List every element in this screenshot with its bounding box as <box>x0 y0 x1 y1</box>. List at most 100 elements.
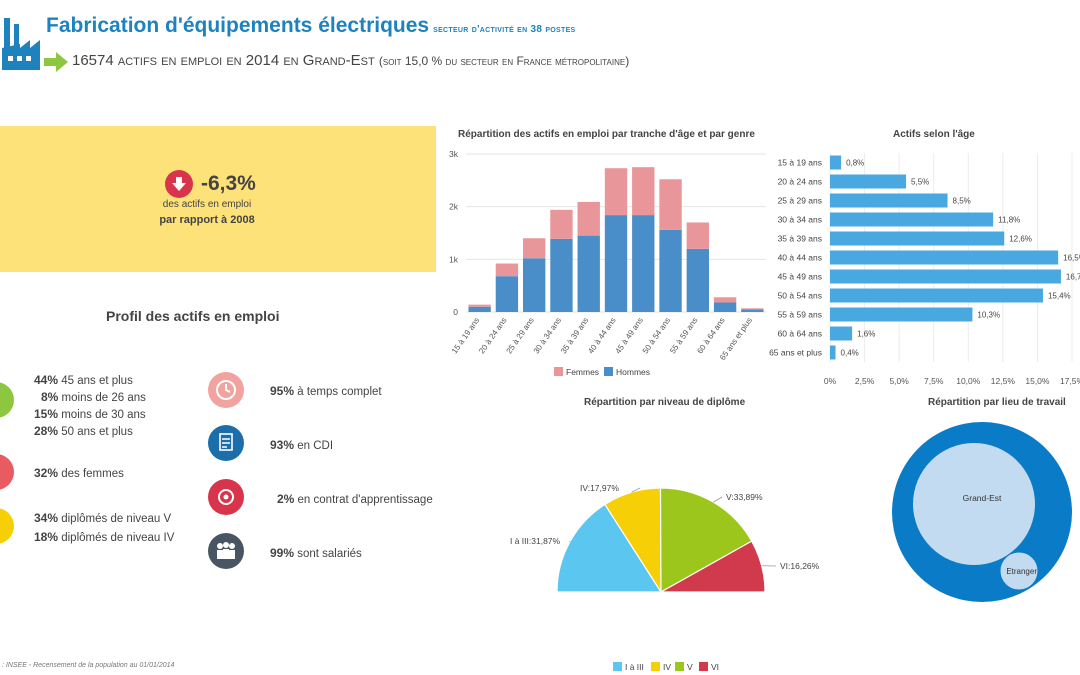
bar-age[interactable] <box>830 193 948 208</box>
bubble-label: Etranger <box>1006 567 1037 576</box>
bar-femmes[interactable] <box>604 168 628 216</box>
pie-slice[interactable] <box>658 540 766 593</box>
y-tick-label: 30 à 34 ans <box>778 215 822 225</box>
pie-label: VI:16,26% <box>780 561 820 571</box>
legend-swatch-femmes <box>554 367 563 376</box>
data-label: 15,4% <box>1048 292 1071 301</box>
bar-hommes[interactable] <box>495 276 519 312</box>
data-label: 0,8% <box>846 159 864 168</box>
y-tick-label: 15 à 19 ans <box>778 158 822 168</box>
bubble-label: Grand-Est <box>963 493 1002 503</box>
data-label: 10,3% <box>977 311 1000 320</box>
bar-hommes[interactable] <box>523 258 546 312</box>
y-tick-label: 60 à 64 ans <box>778 329 822 339</box>
x-tick-label: 0% <box>824 376 837 385</box>
bar-femmes[interactable] <box>577 201 600 236</box>
age-icon <box>0 382 14 418</box>
subtitle: 16574 actifs en emploi en 2014 en Grand-… <box>72 52 630 69</box>
chart-age-title: Actifs selon l'âge <box>893 129 975 140</box>
bar-femmes[interactable] <box>632 167 655 216</box>
data-label: 11,8% <box>998 216 1020 225</box>
y-tick-label: 25 à 29 ans <box>778 196 822 206</box>
bar-hommes[interactable] <box>632 215 655 312</box>
legend-swatch <box>651 662 660 671</box>
bar-femmes[interactable] <box>550 209 573 239</box>
y-tick-label: 55 à 59 ans <box>778 310 822 320</box>
legend-label-femmes: Femmes <box>566 367 599 377</box>
x-tick-label: 17,5% <box>1060 376 1080 385</box>
bar-hommes[interactable] <box>741 309 764 312</box>
diploma-icon <box>0 508 14 544</box>
chart-age: 0% 2,5% 5,0% 7,5% 10,0% 12,5% 15,0% 17,5% 15 à 1… <box>769 153 1080 385</box>
source-note: : INSEE - Recensement de la population a… <box>2 662 175 669</box>
legend-swatch <box>613 662 622 671</box>
bar-femmes[interactable] <box>713 297 737 303</box>
data-label: 1,6% <box>857 330 875 339</box>
y-tick-label: 45 à 49 ans <box>778 272 822 282</box>
clock-icon <box>208 372 244 408</box>
legend-swatch-hommes <box>604 367 613 376</box>
chart-diploma-title: Répartition par niveau de diplôme <box>584 397 746 408</box>
age-stat: 8% moins de 26 ans <box>41 390 146 404</box>
bar-age[interactable] <box>830 212 994 227</box>
bar-hommes[interactable] <box>604 215 628 312</box>
work-stat: 2% en contrat d'apprentissage <box>277 492 433 506</box>
bar-femmes[interactable] <box>495 263 519 277</box>
bubble-etranger[interactable] <box>999 551 1039 591</box>
age-stat: 15% moins de 30 ans <box>34 407 146 421</box>
label-connector <box>713 496 723 503</box>
bar-age[interactable] <box>830 345 836 360</box>
bar-age[interactable] <box>830 326 853 341</box>
legend-swatch <box>675 662 684 671</box>
legend-label: IV <box>663 662 671 672</box>
diploma-stat: 34% diplômés de niveau V <box>34 511 172 525</box>
bar-age[interactable] <box>830 174 907 189</box>
bar-age[interactable] <box>830 231 1005 246</box>
y-tick-label: 20 à 24 ans <box>778 177 822 187</box>
bar-hommes[interactable] <box>550 238 573 312</box>
bubble-grand-est[interactable] <box>913 443 1035 565</box>
x-tick-label: 12,5% <box>991 376 1016 385</box>
pie-slice[interactable] <box>556 503 663 593</box>
bar-hommes[interactable] <box>686 248 709 312</box>
bar-age[interactable] <box>830 288 1043 303</box>
chart-diploma: I à III:31,87% IV:17,97% V:33,89% VI:16,26%… <box>510 483 820 672</box>
bar-femmes[interactable] <box>659 179 682 230</box>
x-tick-label: 15,0% <box>1025 376 1050 385</box>
x-tick-label: 5,0% <box>889 376 909 385</box>
bar-femmes[interactable] <box>686 222 709 249</box>
bar-hommes[interactable] <box>577 235 600 312</box>
age-stat: 28% 50 ans et plus <box>34 424 133 438</box>
bar-hommes[interactable] <box>713 302 737 312</box>
bar-femmes[interactable] <box>523 238 546 259</box>
data-label: 5,5% <box>911 178 929 187</box>
chart-workplace-title: Répartition par lieu de travail <box>928 397 1066 408</box>
y-tick-label: 35 à 39 ans <box>778 234 822 244</box>
chart-age-gender-title: Répartition des actifs en emploi par tra… <box>458 129 755 140</box>
diploma-stat: 18% diplômés de niveau IV <box>34 530 175 544</box>
page-title: Fabrication d'équipements électriques sec… <box>46 14 576 37</box>
legend-label: VI <box>711 662 719 672</box>
bar-age[interactable] <box>830 269 1061 284</box>
y-tick-label: 2k <box>449 202 459 212</box>
bar-femmes[interactable] <box>468 304 491 307</box>
bar-age[interactable] <box>830 155 842 170</box>
bar-hommes[interactable] <box>659 229 682 312</box>
x-tick-label: 7,5% <box>924 376 944 385</box>
bar-age[interactable] <box>830 307 973 322</box>
label-connector <box>631 487 641 493</box>
bar-femmes[interactable] <box>741 308 764 310</box>
work-stat: 93% en CDI <box>270 438 334 452</box>
bar-age[interactable] <box>830 250 1059 265</box>
data-label: 16,5% <box>1063 254 1080 263</box>
factory-icon <box>2 18 40 70</box>
profile-title: Profil des actifs en emploi <box>106 308 280 324</box>
bar-hommes[interactable] <box>468 306 491 312</box>
evolution-card <box>0 126 436 272</box>
y-tick-label: 3k <box>449 149 459 159</box>
data-label: 8,5% <box>953 197 971 206</box>
data-label: 16,7% <box>1066 273 1080 282</box>
data-label: 0,4% <box>841 349 859 358</box>
pie-label: I à III:31,87% <box>510 536 561 546</box>
